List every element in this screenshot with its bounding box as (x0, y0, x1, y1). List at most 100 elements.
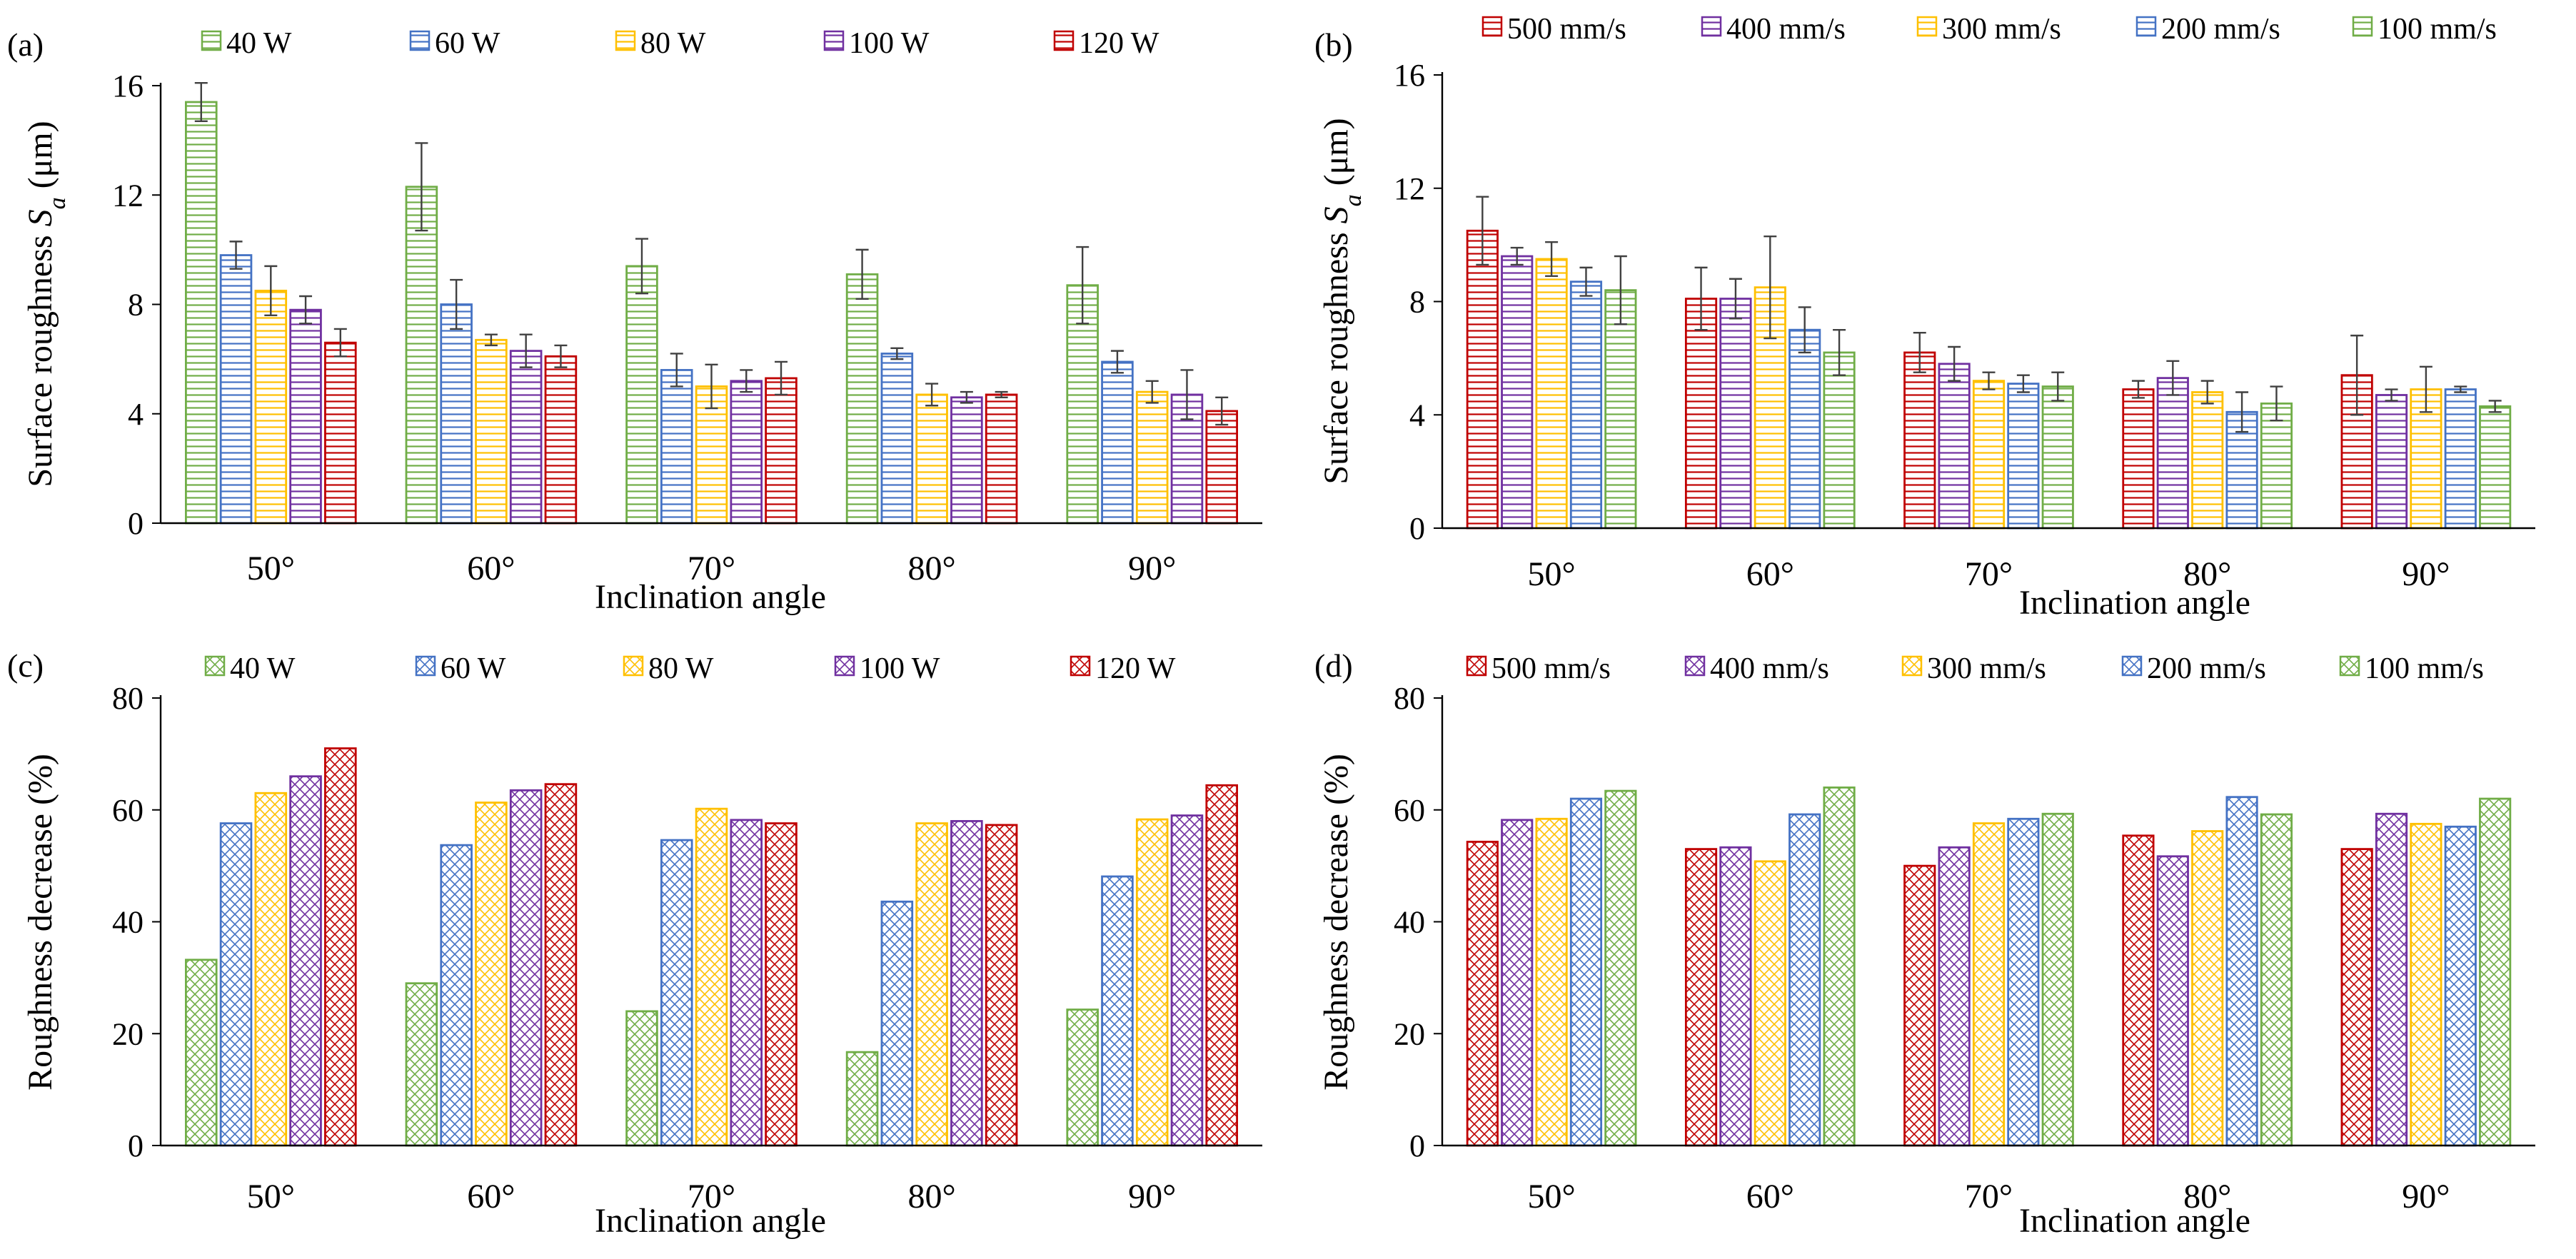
error-bar-80-w-90 (1145, 380, 1159, 404)
x-category-label: 90° (1128, 550, 1176, 587)
chart-panel-4: (d) 500 mm/s 400 mm/s 300 mm/s 200 mm/s 100 m… (1314, 647, 2535, 1240)
error-bar-100-mm-s-50 (1614, 255, 1627, 325)
error-bar-40-w-80 (855, 248, 869, 300)
error-bar-200-mm-s-50 (1579, 266, 1593, 297)
x-category-label: 50° (1527, 555, 1575, 593)
chart-panel-2: (b) 500 mm/s 400 mm/s 300 mm/s 200 mm/s 100 m… (1314, 13, 2535, 622)
x-category-label: 80° (2183, 1178, 2231, 1215)
bar-500-mm-s-80 (2122, 388, 2155, 530)
legend-label-100-w: 100 W (849, 27, 930, 60)
bar-60-w-50 (219, 254, 253, 525)
error-bar-80-w-50 (264, 265, 278, 317)
y-tick-label: 0 (1409, 511, 1425, 546)
x-axis-title: Inclination angle (595, 1202, 826, 1240)
error-bar-80-w-60 (484, 333, 498, 347)
bar-80-w-60 (475, 338, 508, 525)
chart-panel-3: (c) 40 W 60 W 80 W 100 W 120 W 0 20 40 60 80 50° 60°… (7, 647, 1262, 1240)
legend-label-60-w: 60 W (435, 27, 500, 60)
bar-100-w-60 (509, 789, 543, 1147)
bar-100-w-70 (730, 819, 763, 1147)
x-category-label: 60° (467, 550, 515, 587)
bar-40-w-50 (185, 101, 218, 525)
x-category-label: 90° (2402, 555, 2450, 593)
error-bar-500-mm-s-90 (2350, 334, 2364, 416)
y-tick-label: 8 (128, 288, 144, 323)
legend-label-500-mm-s: 500 mm/s (1491, 652, 1611, 685)
x-category-label: 80° (907, 1178, 955, 1215)
error-bar-500-mm-s-50 (1476, 196, 1489, 266)
bar-200-mm-s-70 (2007, 817, 2040, 1147)
bar-100-w-90 (1170, 814, 1204, 1147)
bar-200-mm-s-70 (2007, 383, 2040, 530)
error-bar-40-w-60 (415, 142, 428, 232)
legend-label-120-w: 120 W (1095, 652, 1176, 685)
bar-100-w-50 (289, 308, 322, 525)
panel-label: (d) (1314, 647, 1353, 684)
bar-300-mm-s-50 (1535, 258, 1568, 530)
legend-label-100-w: 100 W (860, 652, 940, 685)
bar-400-mm-s-60 (1719, 298, 1752, 530)
bar-60-w-90 (1101, 875, 1134, 1147)
y-tick-label: 12 (1394, 171, 1425, 206)
error-bar-100-w-50 (299, 295, 313, 325)
y-tick-label: 60 (1394, 793, 1425, 828)
error-bar-60-w-50 (229, 241, 243, 270)
bar-40-w-50 (185, 959, 218, 1147)
legend-label-300-mm-s: 300 mm/s (1942, 13, 2061, 46)
bar-80-w-90 (1135, 818, 1169, 1147)
error-bar-300-mm-s-90 (2419, 365, 2432, 413)
error-bar-200-mm-s-70 (2016, 374, 2030, 393)
bar-60-w-90 (1101, 360, 1134, 525)
error-bar-100-w-70 (740, 369, 753, 393)
legend-label-120-w: 120 W (1079, 27, 1159, 60)
legend-label-500-mm-s: 500 mm/s (1507, 13, 1626, 46)
error-bar-80-w-70 (705, 363, 718, 410)
error-bar-100-mm-s-80 (2270, 385, 2283, 422)
error-bar-120-w-90 (1215, 396, 1229, 426)
legend-swatch-80-w (615, 30, 636, 51)
error-bar-40-w-70 (635, 238, 648, 295)
legend-swatch-300-mm-s (1916, 16, 1938, 37)
x-category-label: 60° (1746, 1178, 1794, 1215)
error-bar-120-w-50 (333, 328, 347, 358)
error-bar-500-mm-s-60 (1694, 266, 1708, 331)
bar-100-w-70 (730, 380, 763, 525)
error-bar-60-w-90 (1110, 350, 1124, 374)
y-tick-label: 60 (112, 793, 144, 828)
legend-swatch-500-mm-s (1466, 655, 1487, 677)
x-axis-title: Inclination angle (2019, 584, 2250, 622)
legend-swatch-100-mm-s (2339, 655, 2360, 677)
bar-400-mm-s-60 (1719, 846, 1752, 1147)
bar-60-w-60 (440, 844, 473, 1147)
y-tick-label: 80 (1394, 681, 1425, 716)
bar-500-mm-s-50 (1466, 841, 1499, 1147)
legend-swatch-80-w (623, 655, 644, 677)
bar-120-w-70 (765, 822, 798, 1147)
legend-swatch-40-w (204, 655, 226, 677)
y-tick-label: 0 (1409, 1128, 1425, 1163)
bar-80-w-60 (475, 802, 508, 1147)
bar-400-mm-s-90 (2375, 394, 2408, 530)
legend-swatch-120-w (1053, 30, 1075, 51)
bar-40-w-80 (845, 273, 879, 525)
y-tick-label: 4 (128, 397, 144, 432)
bar-300-mm-s-70 (1972, 822, 2006, 1147)
error-bar-120-w-70 (775, 360, 788, 396)
x-category-label: 50° (1527, 1178, 1575, 1215)
error-bar-400-mm-s-50 (1510, 246, 1524, 266)
error-bar-100-w-60 (519, 333, 533, 368)
bar-300-mm-s-80 (2191, 391, 2224, 530)
error-bar-60-w-70 (670, 353, 683, 388)
legend-label-200-mm-s: 200 mm/s (2161, 13, 2280, 46)
legend-label-100-mm-s: 100 mm/s (2378, 13, 2497, 46)
error-bar-40-w-90 (1076, 246, 1090, 325)
x-category-label: 70° (688, 550, 735, 587)
bar-80-w-70 (695, 807, 728, 1147)
bar-100-mm-s-90 (2479, 797, 2512, 1147)
bar-80-w-50 (254, 792, 288, 1147)
legend-swatch-120-w (1070, 655, 1091, 677)
bar-200-mm-s-60 (1788, 328, 1821, 530)
bar-300-mm-s-70 (1972, 380, 2006, 530)
error-bar-100-mm-s-60 (1833, 328, 1846, 376)
